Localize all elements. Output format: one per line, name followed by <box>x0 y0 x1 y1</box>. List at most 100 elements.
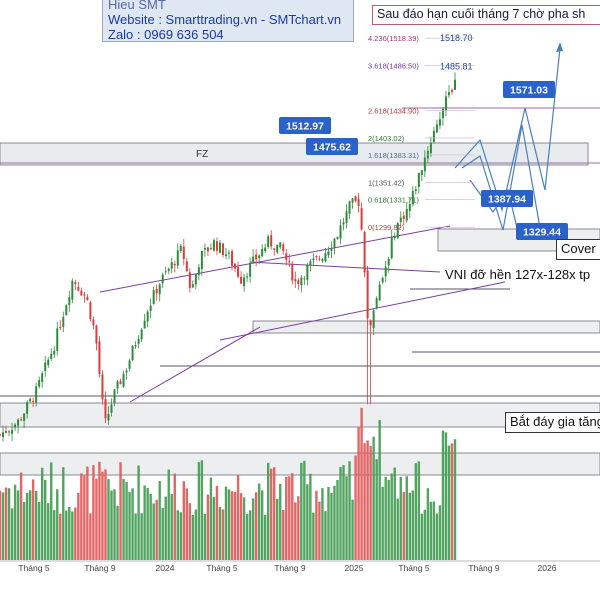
candle-body <box>158 284 161 295</box>
volume-bar <box>31 479 35 560</box>
candle-body <box>74 282 77 285</box>
volume-bar <box>257 483 261 560</box>
candle-body <box>255 254 258 260</box>
volume-bar <box>233 491 237 560</box>
volume-bar <box>173 473 176 560</box>
fz-zone <box>0 142 589 166</box>
volume-bar <box>263 514 267 560</box>
callout-label: 1512.97 <box>286 121 324 133</box>
x-tick-label: Tháng 5 <box>398 563 429 573</box>
candle-body <box>447 92 450 96</box>
volume-bar <box>372 436 375 560</box>
candle-body <box>176 250 179 266</box>
candle-body <box>140 329 143 340</box>
volume-bar <box>65 510 68 560</box>
candle-body <box>444 96 447 111</box>
volume-bar <box>131 488 134 560</box>
candle-body <box>71 280 74 300</box>
candle-body <box>26 402 29 414</box>
candle-body <box>342 222 345 225</box>
candle-body <box>357 199 360 207</box>
callout-box <box>279 117 331 134</box>
candle-body <box>399 217 402 223</box>
volume-bar <box>200 460 204 560</box>
candle-body <box>143 320 146 329</box>
candle-body <box>59 326 62 329</box>
callout-box <box>503 81 555 98</box>
candle-body <box>387 259 390 266</box>
volume-bar <box>179 512 182 560</box>
candle-body <box>405 208 408 221</box>
volume-bar <box>294 502 297 560</box>
volume-bar <box>50 462 53 560</box>
volume-bar <box>381 486 384 560</box>
forecast-path-a <box>454 47 561 213</box>
candle-body <box>41 373 44 382</box>
candle-body <box>333 238 336 248</box>
candle-body <box>95 325 98 344</box>
candle-body <box>83 294 86 296</box>
candle-body <box>414 189 417 192</box>
volume-bar <box>348 461 351 560</box>
volume-bar <box>444 432 448 560</box>
candle-body <box>14 424 17 428</box>
volume-bar <box>134 513 137 560</box>
volume-bar <box>435 513 439 560</box>
volume-bar <box>176 510 179 560</box>
volume-bar <box>453 439 457 560</box>
candle-body <box>366 270 369 319</box>
volume-bar <box>62 467 65 560</box>
volume-bar <box>315 490 318 560</box>
candle-body <box>363 231 366 273</box>
candle-body <box>429 142 432 154</box>
candle-body <box>312 258 315 261</box>
candle-body <box>249 262 252 277</box>
candle-body <box>200 250 203 270</box>
volume-bar <box>152 503 155 560</box>
volume-bar <box>333 485 336 560</box>
candle-body <box>291 263 294 281</box>
volume-bar <box>107 479 110 560</box>
target-label: 1518.70 <box>440 33 473 43</box>
candle-body <box>224 254 227 256</box>
candle-body <box>252 256 255 262</box>
candle-body <box>258 255 261 258</box>
volume-bar <box>239 493 243 560</box>
candle-body <box>125 370 128 373</box>
volume-bar <box>116 505 119 560</box>
volume-bar <box>34 490 38 560</box>
volume-bar <box>230 491 234 560</box>
candle-body <box>128 360 131 369</box>
volume-bar <box>447 445 451 560</box>
candle-body <box>209 248 212 250</box>
candle-body <box>294 279 297 282</box>
candle-body <box>393 236 396 238</box>
candle-body <box>170 262 173 269</box>
volume-bar <box>7 488 11 560</box>
candle-body <box>116 381 119 389</box>
fib-label: 1(1351.42) <box>368 179 405 188</box>
candle-body <box>234 263 237 269</box>
volume-bar <box>426 488 430 560</box>
candle-body <box>32 400 35 402</box>
x-tick-label: Tháng 5 <box>18 563 49 573</box>
volume-bar <box>170 493 173 560</box>
volume-bar <box>71 511 74 560</box>
volume-bar <box>10 508 14 560</box>
callout-box <box>306 138 358 155</box>
candle-body <box>435 124 438 133</box>
volume-bar <box>291 473 294 560</box>
candle-body <box>408 203 411 211</box>
candle-body <box>218 242 221 253</box>
candle-body <box>53 350 56 355</box>
candle-body <box>56 328 59 351</box>
volume-bar <box>125 482 128 560</box>
candle-body <box>228 252 231 254</box>
volume-bar <box>140 513 143 560</box>
volume-bar <box>360 407 363 560</box>
fib-label: 3.618(1486.50) <box>368 62 419 71</box>
volume-bar <box>282 509 285 560</box>
volume-bar <box>19 472 23 560</box>
volume-bar <box>191 514 195 560</box>
candle-body <box>89 302 92 320</box>
